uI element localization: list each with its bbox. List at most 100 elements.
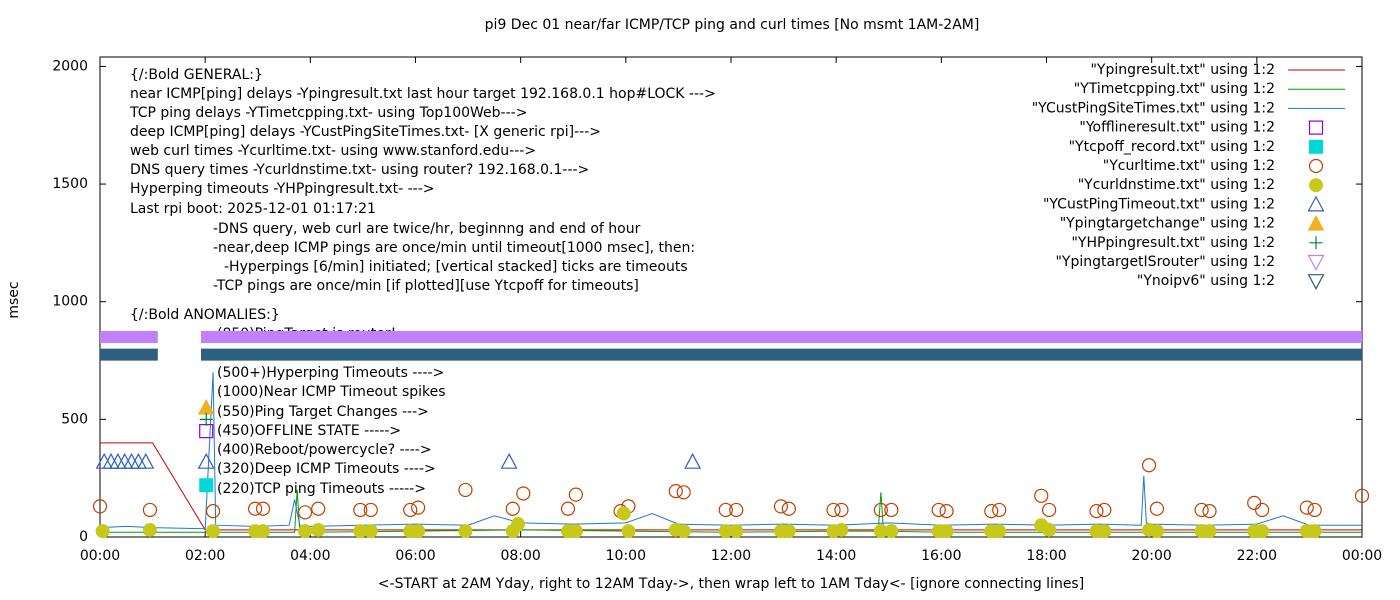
point: [1202, 504, 1217, 519]
point: [1309, 178, 1323, 193]
point: [992, 502, 1007, 518]
point: [873, 502, 888, 518]
x-tick-label: 04:00: [290, 548, 330, 564]
annotation: Hyperping timeouts -YHPpingresult.txt- -…: [130, 181, 435, 197]
legend-label: "YHPpingresult.txt" using 1:2: [1071, 235, 1275, 251]
point: [142, 502, 158, 518]
point: [826, 502, 841, 518]
annotation: (320)Deep ICMP Timeouts ---->: [217, 461, 436, 477]
point: [458, 524, 473, 539]
x-tick-label: 20:00: [1131, 548, 1171, 564]
legend-label: "Ycurltime.txt" using 1:2: [1103, 158, 1275, 174]
point: [568, 524, 583, 539]
point: [1089, 504, 1104, 519]
point: [411, 500, 426, 515]
point: [1202, 524, 1217, 539]
point: [403, 502, 418, 518]
point: [92, 499, 108, 514]
point: [1247, 495, 1262, 510]
y-tick-label: 2000: [52, 58, 88, 74]
point: [668, 484, 683, 499]
y-tick-label: 1500: [52, 176, 88, 192]
point: [834, 502, 849, 518]
point: [676, 485, 691, 500]
annotation: {/:Bold GENERAL:}: [130, 67, 263, 83]
x-tick-label: 18:00: [1026, 548, 1066, 564]
point: [256, 524, 271, 539]
legend-label: "Ypingresult.txt" using 1:2: [1090, 62, 1275, 78]
annotation: (220)TCP ping Timeouts ----->: [217, 481, 426, 497]
point: [992, 524, 1007, 539]
point: [248, 501, 263, 516]
annotation: (500+)Hyperping Timeouts ---->: [217, 365, 444, 381]
point: [1097, 524, 1112, 539]
point: [298, 524, 313, 539]
point: [1308, 120, 1324, 135]
point: [984, 504, 999, 519]
point: [729, 502, 744, 518]
point: [458, 482, 473, 498]
point: [511, 517, 526, 532]
point: [311, 501, 326, 516]
point: [505, 501, 520, 516]
x-tick-label: 00:00: [80, 548, 120, 564]
annotation: (550)Ping Target Changes --->: [217, 404, 429, 420]
point: [363, 524, 378, 539]
point: [1042, 522, 1057, 537]
point: [353, 502, 368, 518]
annotation: deep ICMP[ping] delays -YCustPingSiteTim…: [130, 124, 601, 140]
annotation: TCP ping delays -YTimetcpping.txt- using…: [129, 105, 527, 121]
point: [199, 412, 213, 426]
point: [1149, 501, 1165, 516]
legend-label: "YCustPingTimeout.txt" using 1:2: [1043, 196, 1275, 212]
point: [1097, 502, 1112, 518]
y-tick-label: 0: [79, 529, 88, 545]
point: [311, 522, 326, 537]
point: [781, 524, 796, 539]
annotation: (400)Reboot/powercycle? ---->: [217, 442, 432, 458]
x-tick-label: 16:00: [921, 548, 961, 564]
point: [939, 524, 954, 539]
point: [197, 452, 215, 469]
point: [1255, 524, 1270, 539]
point: [1149, 524, 1164, 539]
point: [884, 524, 899, 539]
legend-label: "YTimetcpping.txt" using 1:2: [1074, 81, 1275, 97]
point: [1141, 458, 1157, 473]
point: [297, 505, 313, 520]
point: [142, 522, 157, 537]
point: [621, 524, 636, 539]
point: [781, 501, 796, 516]
x-tick-label: 06:00: [395, 548, 435, 564]
x-tick-label: 00:00: [1342, 548, 1382, 564]
point: [411, 524, 426, 539]
point: [500, 452, 518, 469]
x-tick-label: 12:00: [711, 548, 751, 564]
point: [363, 502, 378, 518]
annotation: -near,deep ICMP pings are once/min until…: [213, 240, 695, 256]
point: [939, 504, 954, 519]
point: [773, 499, 789, 514]
point: [676, 524, 691, 539]
annotation: (450)OFFLINE STATE ----->: [217, 423, 401, 439]
point: [729, 524, 744, 539]
point: [95, 524, 110, 539]
annotation: near ICMP[ping] delays -Ypingresult.txt …: [130, 86, 716, 102]
legend-label: "Ynoipv6" using 1:2: [1137, 273, 1275, 289]
point: [1254, 502, 1270, 518]
point: [616, 506, 631, 521]
point: [834, 522, 849, 537]
legend-label: "YCustPingSiteTimes.txt" using 1:2: [1032, 100, 1275, 116]
point: [1299, 500, 1314, 515]
point: [1042, 502, 1057, 518]
point: [137, 452, 155, 469]
point: [1194, 502, 1209, 518]
legend-label: "Yofflineresult.txt" using 1:2: [1079, 120, 1275, 136]
legend-label: "YpingtargetISrouter" using 1:2: [1055, 254, 1275, 270]
point: [199, 478, 214, 493]
legend-label: "Ypingtargetchange" using 1:2: [1060, 216, 1275, 232]
x-tick-label: 08:00: [500, 548, 540, 564]
point: [568, 487, 583, 502]
point: [1034, 488, 1049, 503]
